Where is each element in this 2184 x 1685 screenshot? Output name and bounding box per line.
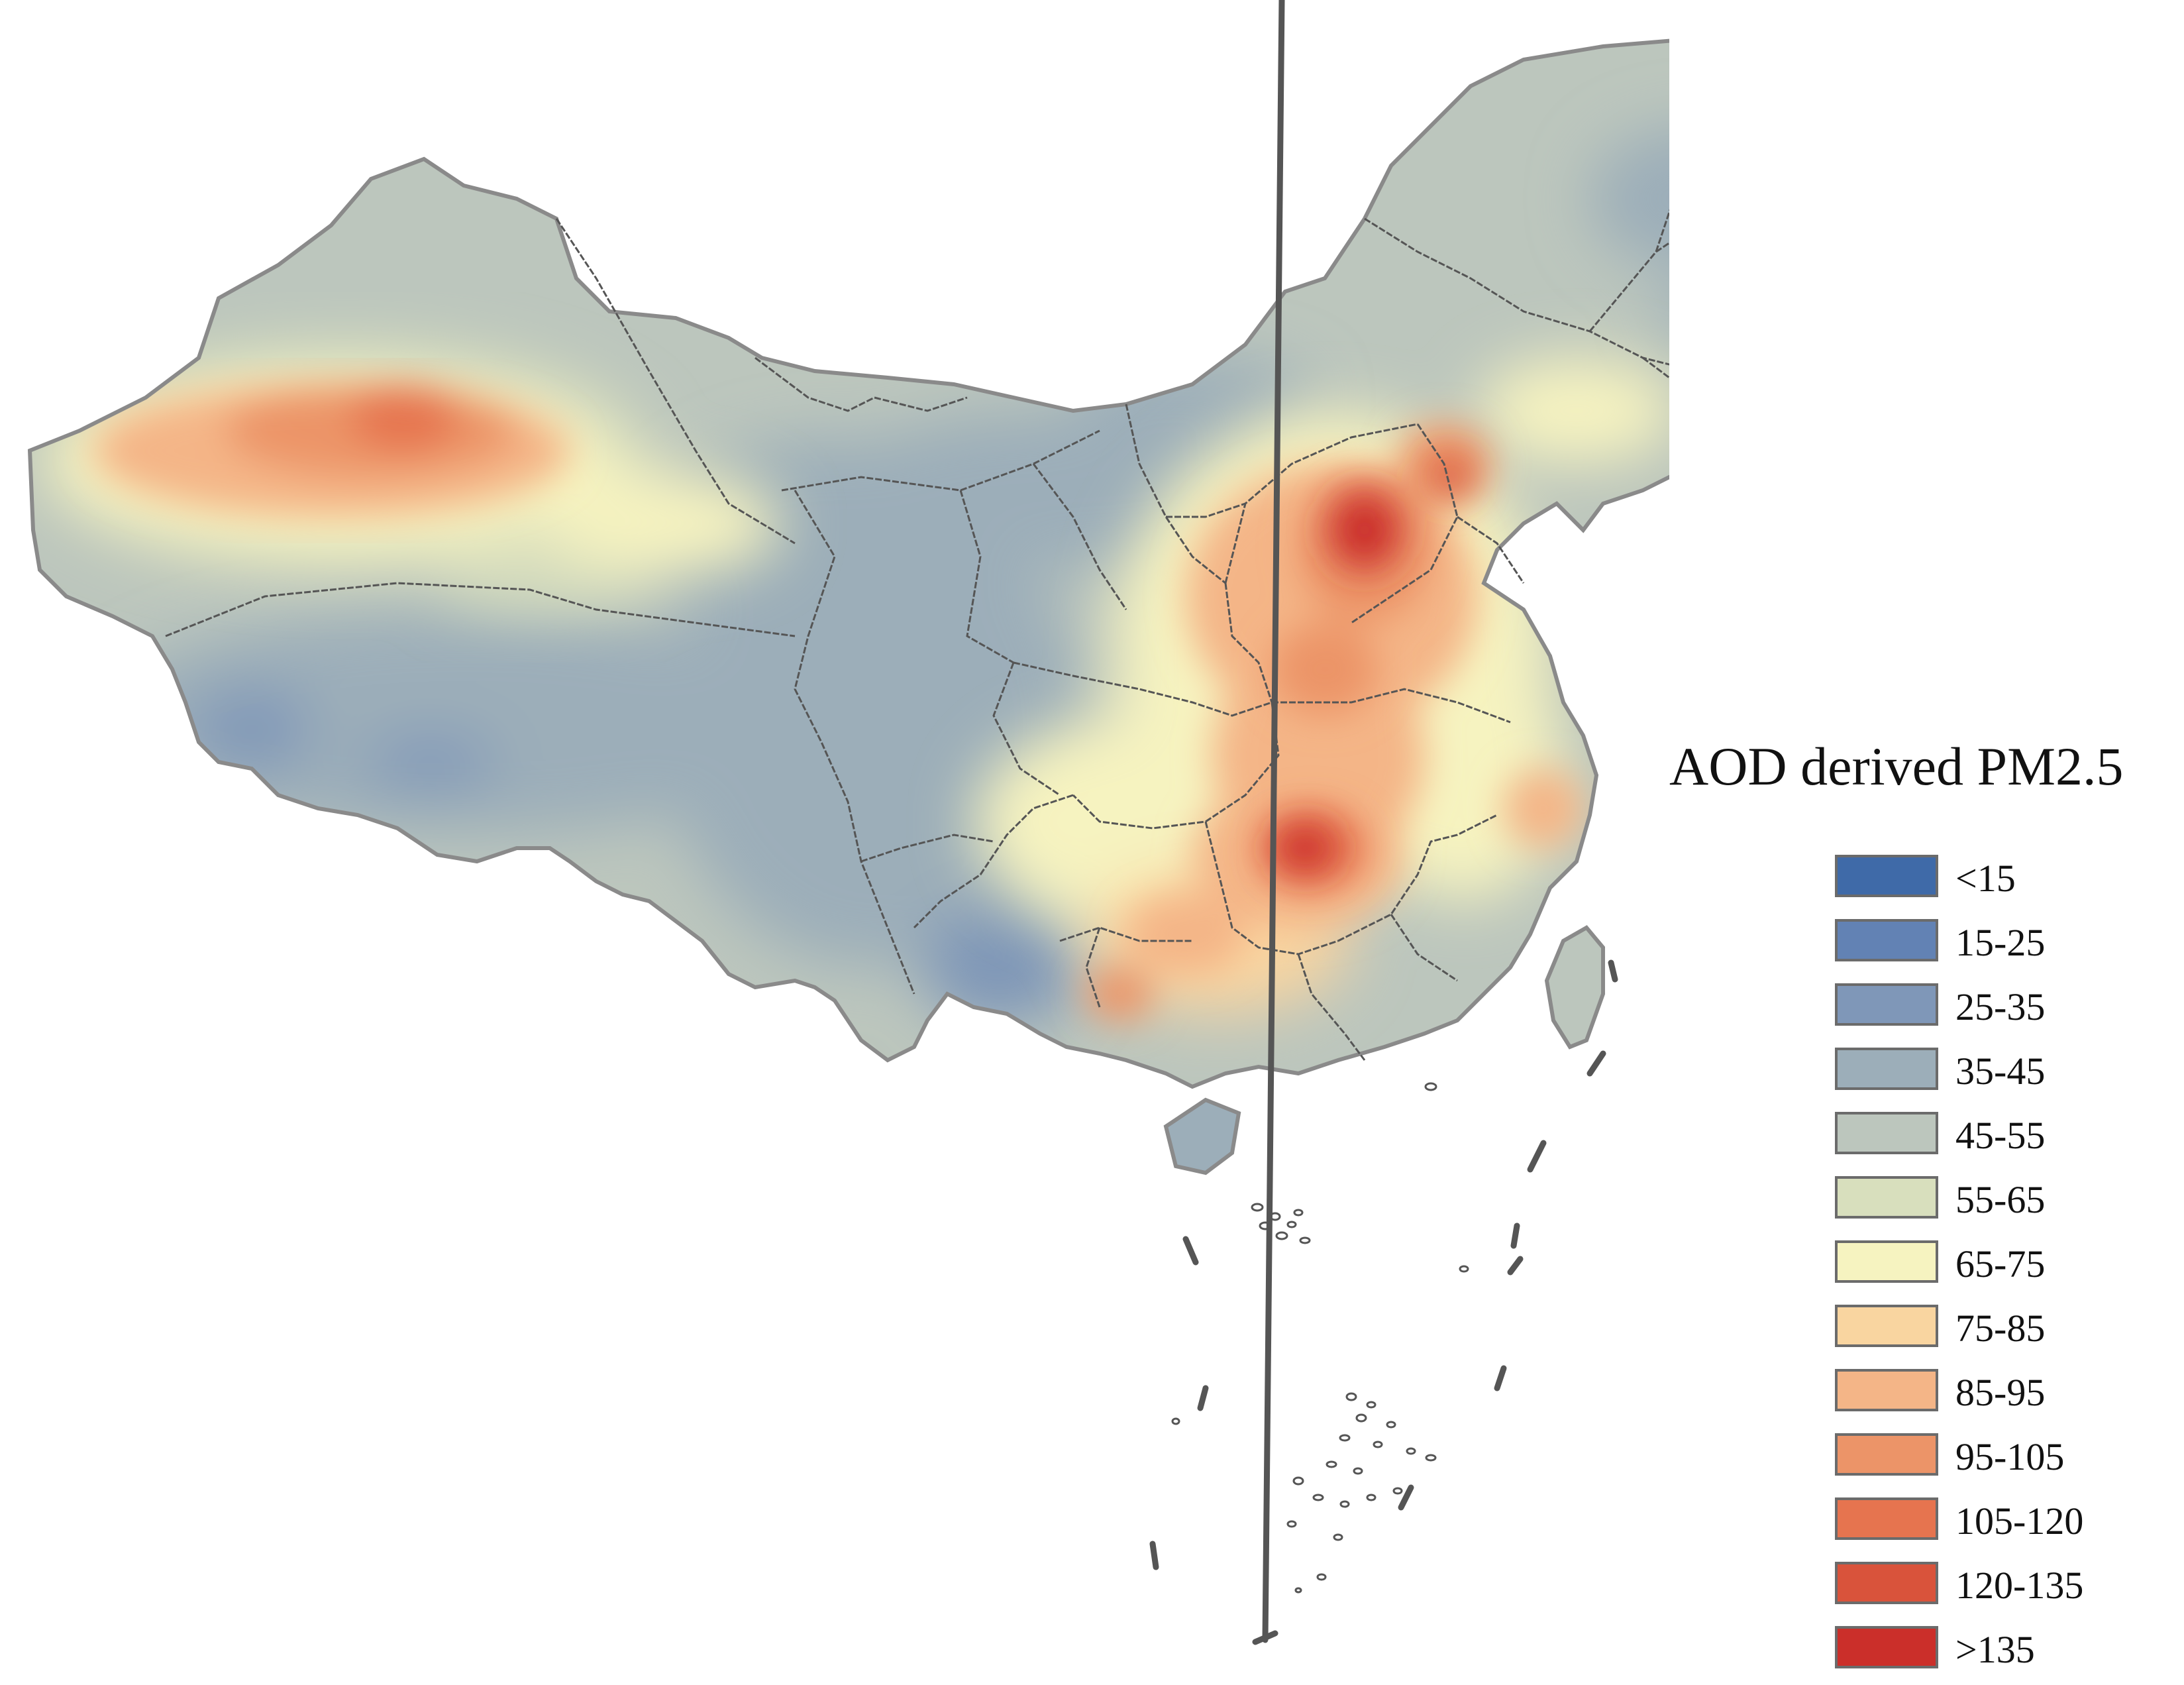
legend-item: 45-55: [1835, 1112, 2140, 1158]
pm25-map: [0, 0, 1669, 1645]
legend-swatch: [1835, 1240, 1938, 1283]
legend-item: >135: [1835, 1626, 2140, 1672]
legend-label: 120-135: [1955, 1564, 2084, 1607]
legend-swatch: [1835, 1497, 1938, 1540]
legend-swatch: [1835, 1562, 1938, 1604]
legend-label: 55-65: [1955, 1178, 2046, 1221]
legend-item: 65-75: [1835, 1240, 2140, 1287]
legend-label: 65-75: [1955, 1242, 2046, 1285]
legend-swatch: [1835, 855, 1938, 897]
legend-item: <15: [1835, 855, 2140, 901]
legend-swatch: [1835, 1305, 1938, 1347]
legend-label: 45-55: [1955, 1114, 2046, 1157]
taiwan-island: [1544, 925, 1605, 1050]
legend-item: 15-25: [1835, 919, 2140, 965]
nine-dash-line: [1149, 0, 1618, 1645]
legend-label: 85-95: [1955, 1371, 2046, 1414]
legend-label: 35-45: [1955, 1050, 2046, 1093]
legend-label: 105-120: [1955, 1499, 2084, 1543]
legend-item: 105-120: [1835, 1497, 2140, 1544]
legend-label: 25-35: [1955, 985, 2046, 1028]
province-boundaries: [165, 209, 1669, 1061]
legend: AOD derived PM2.5 <15 15-25 25-35 35-45 …: [1663, 735, 2179, 1676]
legend-item: 35-45: [1835, 1048, 2140, 1094]
legend-item: 25-35: [1835, 983, 2140, 1030]
legend-swatch: [1835, 1048, 1938, 1090]
legend-swatch: [1835, 1112, 1938, 1154]
legend-item: 95-105: [1835, 1433, 2140, 1480]
legend-item: 55-65: [1835, 1176, 2140, 1223]
legend-swatch: [1835, 983, 1938, 1026]
legend-swatch: [1835, 1433, 1938, 1476]
legend-label: 75-85: [1955, 1307, 2046, 1350]
legend-label: 95-105: [1955, 1435, 2065, 1478]
legend-label: <15: [1955, 857, 2016, 900]
legend-title: AOD derived PM2.5: [1669, 736, 2124, 796]
legend-swatch: [1835, 1626, 1938, 1668]
south-china-sea-islands: [1171, 1082, 1469, 1594]
legend-item: 120-135: [1835, 1562, 2140, 1608]
legend-label: >135: [1955, 1628, 2035, 1671]
legend-label: 15-25: [1955, 921, 2046, 964]
legend-item: 75-85: [1835, 1305, 2140, 1351]
legend-swatch: [1835, 1176, 1938, 1219]
legend-item: 85-95: [1835, 1369, 2140, 1415]
hainan-island: [1163, 1097, 1241, 1175]
legend-swatch: [1835, 1369, 1938, 1411]
legend-swatch: [1835, 919, 1938, 961]
